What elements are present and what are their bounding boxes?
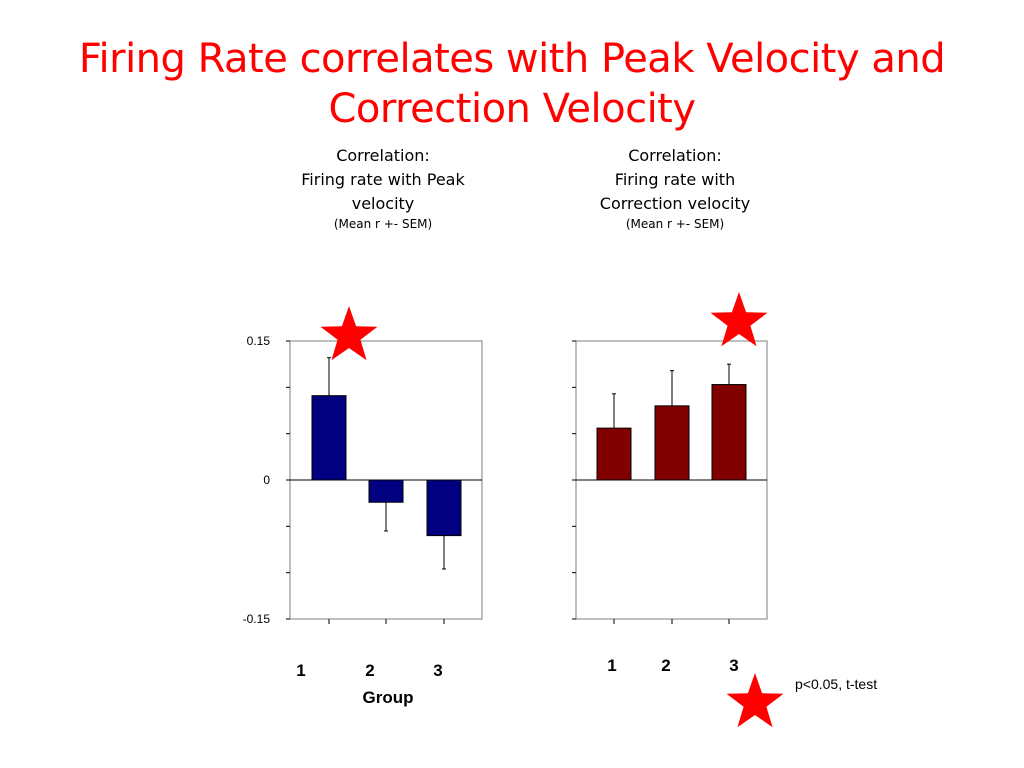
bar-group-2 [654, 405, 690, 481]
right-title-line-2: Firing rate with [614, 170, 736, 189]
bar-group-1 [311, 395, 347, 481]
category-label-3: 3 [433, 661, 442, 680]
star-icon [320, 306, 378, 361]
bar-group-2 [368, 479, 404, 503]
right-chart-note: (Mean r +- SEM) [625, 217, 725, 231]
y-tick-label: -0.15 [243, 612, 271, 626]
left-title-line-1: Correlation: [336, 146, 430, 165]
right-title-line-1: Correlation: [628, 146, 722, 165]
left-title-line-3: velocity [351, 194, 415, 213]
left-title-line-2: Firing rate with Peak [301, 170, 465, 189]
category-label-1: 1 [607, 656, 616, 675]
left-chart-note: (Mean r +- SEM) [333, 217, 433, 231]
bar-group-3 [426, 479, 462, 537]
legend-label: p<0.05, t-test [795, 676, 878, 692]
category-label-2: 2 [661, 656, 670, 675]
bar-group-1 [596, 427, 632, 481]
left-chart-title: Correlation: Firing rate with Peak veloc… [270, 144, 496, 232]
category-label-3: 3 [729, 656, 738, 675]
bar-group-3 [711, 384, 747, 481]
y-tick-label: 0.15 [247, 334, 271, 348]
category-label-2: 2 [365, 661, 374, 680]
right-chart-title: Correlation: Firing rate with Correction… [575, 144, 775, 232]
star-icon [710, 292, 768, 347]
y-tick-label: 0 [263, 473, 270, 487]
category-label-1: 1 [296, 661, 305, 680]
star-icon [726, 673, 784, 728]
x-axis-label: Group [362, 688, 414, 707]
slide-title: Firing Rate correlates with Peak Velocit… [78, 36, 946, 132]
right-title-line-3: Correction velocity [599, 194, 751, 213]
